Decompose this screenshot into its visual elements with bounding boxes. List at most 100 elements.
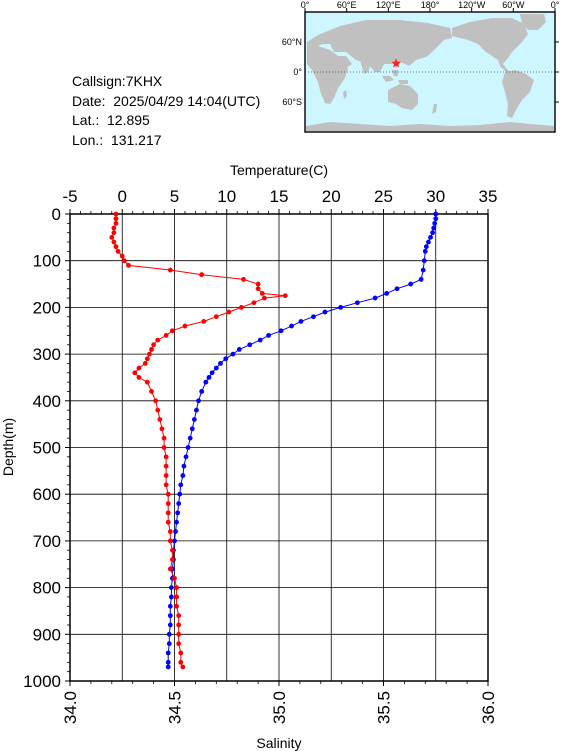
salinity-profile-point (111, 239, 117, 245)
temperature-tick-label: 0 (118, 187, 127, 206)
salinity-profile-point (153, 398, 159, 404)
temperature-profile-point (206, 375, 212, 380)
temperature-profile-point (394, 286, 400, 292)
map-lon-label: 120°W (458, 0, 486, 10)
temperature-profile-point (167, 622, 173, 628)
map-longitude-labels: 0° 60°E 120°E 180° 120°W 60°W 0° (301, 0, 560, 10)
salinity-axis-label: Salinity (256, 735, 301, 751)
salinity-tick-label: 35.0 (270, 691, 289, 724)
salinity-profile-point (174, 585, 179, 590)
world-map: 0° 60°E 120°E 180° 120°W 60°W 0° 60°N 0° 60°S (282, 0, 560, 133)
map-lon-label: 0° (301, 0, 310, 10)
temperature-profile-point (194, 407, 199, 413)
salinity-profile-point (174, 603, 179, 609)
temperature-tick-label: 30 (426, 187, 445, 206)
temperature-profile-point (178, 482, 184, 488)
map-lon-label: 60°W (502, 0, 525, 10)
depth-tick-label: 0 (52, 205, 61, 224)
temperature-profile-point (189, 426, 195, 432)
temperature-profile-point (168, 585, 174, 590)
temperature-profile-point (420, 267, 426, 273)
salinity-profile-point (165, 510, 171, 516)
salinity-profile-point (174, 594, 179, 600)
temperature-profile-point (185, 445, 191, 450)
temperature-tick-label: 25 (374, 187, 393, 206)
temperature-profile-point (298, 319, 304, 324)
salinity-profile-point (157, 417, 163, 422)
temperature-profile-point (426, 239, 431, 245)
temperature-axis-label: Temperature(C) (230, 162, 328, 178)
temperature-profile-point (167, 603, 173, 609)
salinity-tick-label: 34.0 (61, 691, 80, 724)
depth-tick-label: 800 (33, 579, 61, 598)
temperature-profile-point (278, 328, 284, 334)
salinity-profile-point (167, 538, 173, 544)
temperature-profile-point (247, 342, 253, 348)
depth-tick-label: 400 (33, 392, 61, 411)
longitude-text: Lon.: 131.217 (72, 131, 162, 148)
salinity-profile-point (167, 267, 173, 273)
salinity-tick-label: 35.5 (375, 691, 394, 724)
temperature-profile-point (384, 290, 390, 296)
salinity-profile-point (113, 216, 119, 222)
temperature-profile-point (338, 305, 344, 310)
temperature-profile-point (311, 314, 316, 320)
salinity-profile-point (119, 253, 125, 259)
depth-tick-label: 500 (33, 439, 61, 458)
temperature-profile-point (421, 258, 427, 264)
salinity-profile-point (176, 613, 182, 619)
temperature-profile-point (174, 519, 179, 525)
map-lat-label: 60°S (282, 97, 302, 107)
station-info: Callsign:7KHX Date: 2025/04/29 14:04(UTC… (72, 72, 260, 150)
temperature-profile-point (196, 398, 201, 404)
salinity-profile-point (155, 337, 161, 343)
temperature-profile-point (191, 417, 197, 422)
map-lat-label: 0° (293, 67, 302, 77)
temperature-profile-point (165, 659, 171, 665)
depth-tick-label: 1000 (23, 672, 61, 691)
salinity-profile-point (163, 473, 169, 478)
map-ticks (304, 8, 559, 103)
salinity-profile-point (167, 566, 173, 572)
salinity-profile-point (109, 234, 115, 240)
temperature-profile-point (431, 225, 437, 231)
salinity-profile-point (136, 365, 142, 371)
salinity-profile-point (163, 454, 169, 460)
temperature-profile-point (180, 473, 186, 478)
temperature-profile-point (223, 356, 229, 362)
salinity-profile-point (182, 323, 188, 329)
salinity-profile-point (255, 286, 261, 292)
temperature-profile-point (213, 365, 219, 371)
temperature-profile-point (236, 347, 242, 352)
salinity-profile-point (113, 220, 119, 226)
salinity-profile-point (132, 370, 138, 376)
salinity-profile-point (163, 333, 169, 338)
salinity-profile-point (149, 347, 154, 352)
temperature-profile-point (183, 454, 189, 460)
temperature-profile (165, 211, 439, 670)
temperature-profile-point (199, 389, 205, 394)
salinity-profile-point (213, 314, 219, 320)
salinity-tick-label: 36.0 (479, 691, 498, 724)
map-latitude-labels: 60°N 0° 60°S (282, 37, 303, 107)
salinity-profile-point (282, 293, 288, 299)
map-lon-label: 120°E (376, 0, 401, 10)
temperature-profile-point (172, 538, 177, 544)
temperature-profile-point (408, 281, 414, 287)
salinity-profile-point (261, 295, 267, 301)
temperature-profile-point (432, 220, 438, 226)
salinity-profile-point (165, 519, 171, 525)
salinity-profile-point (165, 491, 171, 497)
salinity-profile-point (176, 641, 182, 647)
salinity-tick-label: 34.5 (166, 691, 185, 724)
salinity-profile-point (126, 262, 131, 268)
temperature-tick-label: 35 (479, 187, 498, 206)
temperature-profile-point (165, 650, 171, 656)
temperature-profile-point (266, 333, 271, 338)
map-lon-label: 180° (421, 0, 440, 10)
star-icon (391, 58, 401, 68)
salinity-profile-point (111, 225, 117, 231)
depth-tick-label: 200 (33, 298, 61, 317)
series-group (109, 211, 439, 670)
map-lon-label: 0° (551, 0, 560, 10)
